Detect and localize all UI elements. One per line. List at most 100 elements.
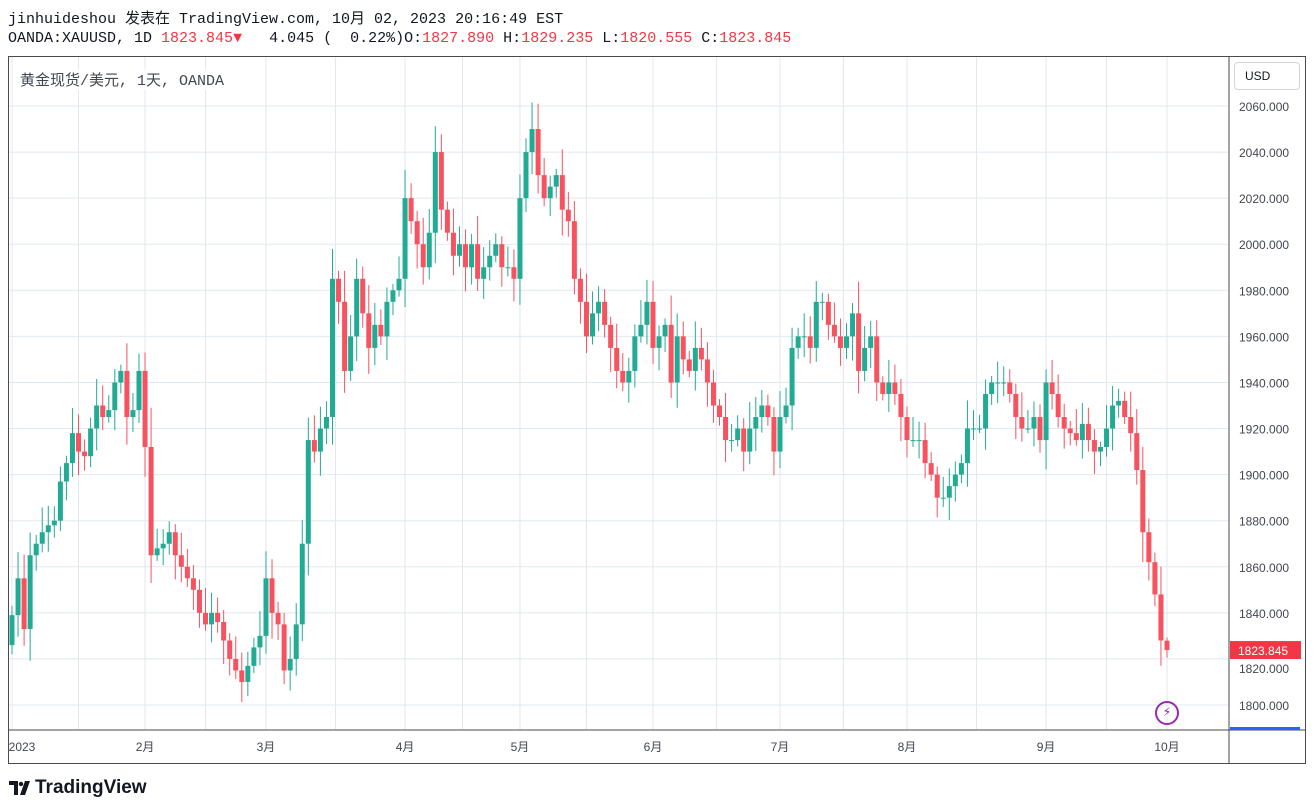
candle-body bbox=[329, 278, 335, 418]
candle-body bbox=[203, 612, 209, 625]
candlestick-chart[interactable]: 2060.000 2040.000 2020.000 2000.000 1980.000… bbox=[8, 56, 1306, 764]
candle-body bbox=[257, 635, 263, 648]
candle-body bbox=[438, 152, 444, 210]
candle-body bbox=[178, 555, 184, 567]
candle-body bbox=[378, 324, 384, 337]
candle-body bbox=[100, 405, 106, 418]
candle-body bbox=[874, 336, 880, 383]
candle-body bbox=[704, 359, 710, 383]
candle-body bbox=[523, 152, 529, 199]
x-tick-label: 7月 bbox=[771, 740, 790, 754]
candle-body bbox=[245, 665, 251, 682]
candle-body bbox=[390, 290, 396, 302]
candle-body bbox=[172, 532, 178, 556]
candle-body bbox=[904, 417, 910, 441]
candle-body bbox=[1013, 393, 1019, 418]
x-tick-label: 3月 bbox=[257, 740, 276, 754]
candle-body bbox=[1079, 423, 1085, 441]
y-tick-label: 2040.000 bbox=[1239, 146, 1289, 160]
candle-body bbox=[590, 313, 596, 337]
candle-body bbox=[233, 658, 239, 671]
candle-body bbox=[771, 417, 777, 452]
x-tick-label: 4月 bbox=[396, 740, 415, 754]
candle-body bbox=[638, 324, 644, 337]
candle-body bbox=[366, 313, 372, 348]
candle-body bbox=[680, 336, 686, 360]
candle-body bbox=[747, 428, 753, 452]
candle-body bbox=[1073, 433, 1079, 441]
candle-body bbox=[614, 347, 620, 371]
y-tick-label: 2020.000 bbox=[1239, 192, 1289, 206]
candle-body bbox=[1122, 400, 1128, 418]
candle-body bbox=[360, 278, 366, 314]
x-tick-label: 5月 bbox=[511, 740, 530, 754]
candle-body bbox=[541, 175, 547, 199]
candle-body bbox=[136, 370, 142, 411]
candle-body bbox=[710, 382, 716, 406]
candle-body bbox=[952, 474, 958, 487]
candle-body bbox=[475, 244, 481, 279]
candle-body bbox=[426, 232, 432, 268]
candle-body bbox=[160, 543, 166, 549]
candle-body bbox=[729, 440, 735, 442]
candle-body bbox=[154, 548, 160, 556]
candle-body bbox=[505, 267, 511, 269]
candle-body bbox=[698, 347, 704, 360]
candle-body bbox=[916, 440, 922, 442]
lightning-icon[interactable]: ⚡ bbox=[1155, 701, 1179, 725]
candle-body bbox=[989, 382, 995, 394]
symbol-name: OANDA:XAUUSD, 1D bbox=[8, 30, 153, 47]
candle-body bbox=[735, 428, 741, 441]
candle-body bbox=[1134, 433, 1140, 471]
candle-body bbox=[535, 129, 541, 176]
candle-body bbox=[1152, 562, 1158, 595]
candle-body bbox=[626, 370, 632, 383]
candle-body bbox=[396, 278, 402, 291]
candle-body bbox=[444, 209, 450, 233]
candle-body bbox=[995, 382, 1001, 384]
candle-body bbox=[487, 255, 493, 268]
low-value: 1820.555 bbox=[620, 30, 693, 47]
candle-body bbox=[795, 336, 801, 348]
high-label: H: bbox=[503, 30, 522, 47]
candle-body bbox=[372, 324, 378, 348]
candle-body bbox=[529, 129, 535, 153]
y-tick-label: 1860.000 bbox=[1239, 561, 1289, 575]
candle-body bbox=[1158, 594, 1164, 641]
close-value: 1823.845 bbox=[719, 30, 792, 47]
y-tick-label: 1840.000 bbox=[1239, 607, 1289, 621]
candle-body bbox=[408, 198, 414, 222]
candle-body bbox=[892, 382, 898, 394]
candle-body bbox=[759, 405, 765, 418]
candle-body bbox=[342, 301, 348, 371]
candle-body bbox=[281, 624, 287, 671]
candle-body bbox=[753, 417, 759, 429]
candle-body bbox=[801, 336, 807, 338]
candle-body bbox=[1104, 428, 1110, 447]
candle-body bbox=[1110, 405, 1116, 429]
currency-button[interactable]: USD bbox=[1234, 62, 1300, 90]
candle-body bbox=[463, 244, 469, 268]
tradingview-logo[interactable]: TradingView bbox=[9, 777, 147, 799]
candle-body bbox=[807, 336, 813, 348]
candle-body bbox=[1116, 400, 1122, 406]
candle-body bbox=[130, 410, 136, 418]
candle-body bbox=[142, 370, 148, 447]
candle-body bbox=[880, 382, 886, 394]
candle-body bbox=[299, 543, 305, 625]
last-price-badge bbox=[1230, 641, 1301, 660]
candle-body bbox=[456, 244, 462, 256]
candle-body bbox=[354, 278, 360, 337]
candle-body bbox=[124, 370, 130, 418]
chart-frame bbox=[8, 56, 1306, 764]
candle-body bbox=[940, 497, 946, 499]
candle-body bbox=[269, 578, 275, 613]
candle-body bbox=[1146, 532, 1152, 563]
candle-body bbox=[82, 451, 88, 457]
candle-body bbox=[958, 463, 964, 475]
candle-body bbox=[311, 440, 317, 452]
candle-body bbox=[977, 428, 983, 430]
candle-body bbox=[837, 336, 843, 348]
x-tick-label: 2月 bbox=[136, 740, 155, 754]
symbol-legend: OANDA:XAUUSD, 1D 1823.845▼ 4.045 ( 0.22%… bbox=[8, 30, 791, 47]
